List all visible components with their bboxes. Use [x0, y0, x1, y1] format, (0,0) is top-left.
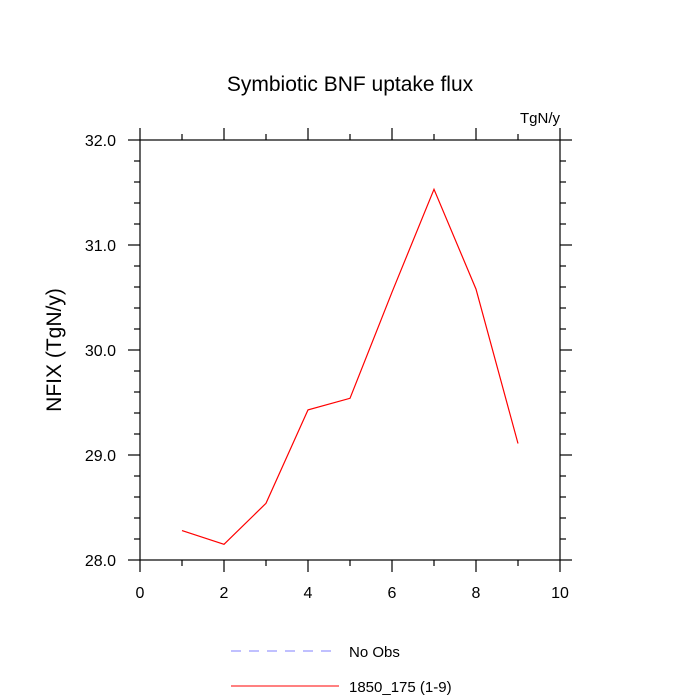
y-tick-label: 30.0 [85, 343, 116, 360]
x-tick-label: 4 [304, 585, 313, 602]
legend: No Obs 1850_175 (1-9) [231, 644, 452, 696]
x-tick-label: 10 [551, 585, 569, 602]
series-group [181, 187, 519, 545]
y-axis-label: NFIX (TgN/y) [43, 288, 66, 412]
x-tick-label: 0 [136, 585, 145, 602]
y-tick-label: 32.0 [85, 133, 116, 150]
axis-ticks [128, 128, 572, 572]
axis-tick-labels: 0 2 4 6 8 10 28.0 29.0 30.0 31.0 32.0 [85, 133, 569, 602]
y-tick-label: 29.0 [85, 448, 116, 465]
y-tick-label: 28.0 [85, 553, 116, 570]
series-line [181, 187, 519, 545]
plot-frame [139, 139, 561, 561]
y-tick-label: 31.0 [85, 238, 116, 255]
chart-title: Symbiotic BNF uptake flux [227, 73, 474, 96]
x-tick-label: 8 [472, 585, 481, 602]
x-tick-label: 6 [388, 585, 397, 602]
units-label: TgN/y [520, 110, 561, 127]
legend-label: 1850_175 (1-9) [349, 679, 452, 696]
legend-label: No Obs [349, 644, 400, 661]
x-tick-label: 2 [220, 585, 229, 602]
